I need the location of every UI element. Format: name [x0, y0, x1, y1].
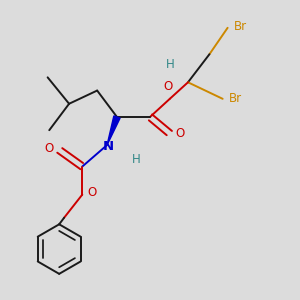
Polygon shape: [107, 116, 120, 145]
Text: O: O: [87, 186, 97, 200]
Text: Br: Br: [234, 20, 247, 33]
Text: H: H: [165, 58, 174, 71]
Text: O: O: [176, 127, 185, 140]
Text: H: H: [132, 153, 141, 167]
Text: Br: Br: [229, 92, 242, 105]
Text: N: N: [103, 140, 114, 153]
Text: O: O: [44, 142, 53, 155]
Text: O: O: [164, 80, 173, 93]
